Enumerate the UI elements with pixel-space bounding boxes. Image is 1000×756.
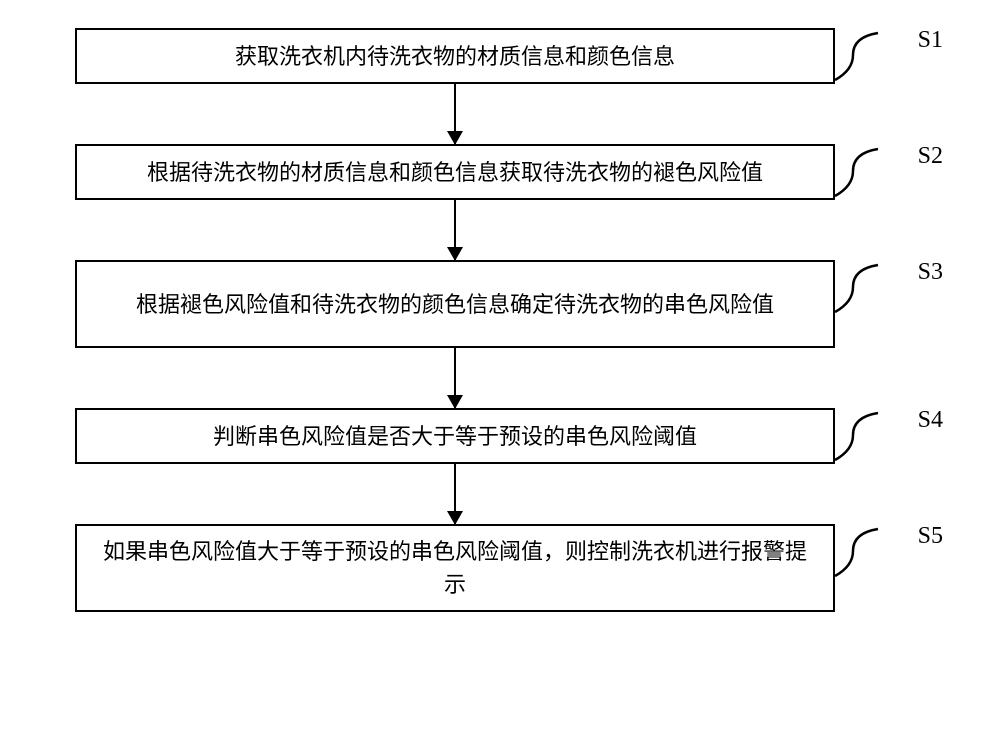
step-box-s4: 判断串色风险值是否大于等于预设的串色风险阈值 S4 [75, 408, 835, 464]
arrow-down-icon [454, 84, 456, 144]
step-label: S1 [918, 22, 943, 58]
step-box-s2: 根据待洗衣物的材质信息和颜色信息获取待洗衣物的褪色风险值 S2 [75, 144, 835, 200]
step-label: S4 [918, 402, 943, 438]
arrow-down-icon [454, 348, 456, 408]
step-text: 获取洗衣机内待洗衣物的材质信息和颜色信息 [235, 40, 675, 73]
step-label: S2 [918, 138, 943, 174]
connector-curve-icon [833, 521, 893, 581]
step-label: S5 [918, 518, 943, 554]
step-text: 根据褪色风险值和待洗衣物的颜色信息确定待洗衣物的串色风险值 [136, 288, 774, 321]
step-box-s5: 如果串色风险值大于等于预设的串色风险阈值，则控制洗衣机进行报警提示 S5 [75, 524, 835, 612]
connector-curve-icon [833, 405, 893, 465]
connector-curve-icon [833, 25, 893, 85]
connector-curve-icon [833, 257, 893, 317]
step-box-s3: 根据褪色风险值和待洗衣物的颜色信息确定待洗衣物的串色风险值 S3 [75, 260, 835, 348]
step-text: 如果串色风险值大于等于预设的串色风险阈值，则控制洗衣机进行报警提示 [97, 535, 813, 601]
flowchart-container: 获取洗衣机内待洗衣物的材质信息和颜色信息 S1 根据待洗衣物的材质信息和颜色信息… [75, 28, 835, 612]
step-text: 根据待洗衣物的材质信息和颜色信息获取待洗衣物的褪色风险值 [147, 156, 763, 189]
step-box-s1: 获取洗衣机内待洗衣物的材质信息和颜色信息 S1 [75, 28, 835, 84]
arrow-down-icon [454, 464, 456, 524]
step-label: S3 [918, 254, 943, 290]
connector-curve-icon [833, 141, 893, 201]
arrow-down-icon [454, 200, 456, 260]
step-text: 判断串色风险值是否大于等于预设的串色风险阈值 [213, 420, 697, 453]
